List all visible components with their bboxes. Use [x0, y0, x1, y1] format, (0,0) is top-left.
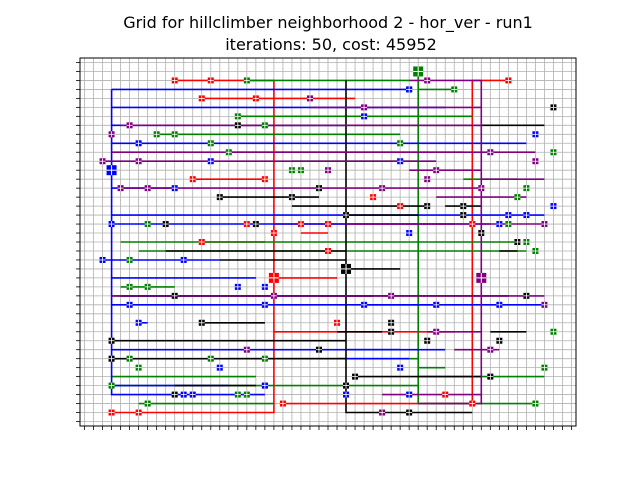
plot-frame	[79, 57, 577, 427]
wire-blue	[110, 89, 265, 396]
wire-black	[345, 80, 473, 414]
chart-title: Grid for hillclimber neighborhood 2 - ho…	[123, 13, 533, 33]
wire-red	[111, 79, 275, 414]
gates	[99, 66, 557, 416]
chart-subtitle: iterations: 50, cost: 45952	[225, 35, 437, 54]
wires	[102, 71, 545, 414]
axis-ticks	[76, 62, 572, 430]
wire-green	[417, 71, 536, 405]
